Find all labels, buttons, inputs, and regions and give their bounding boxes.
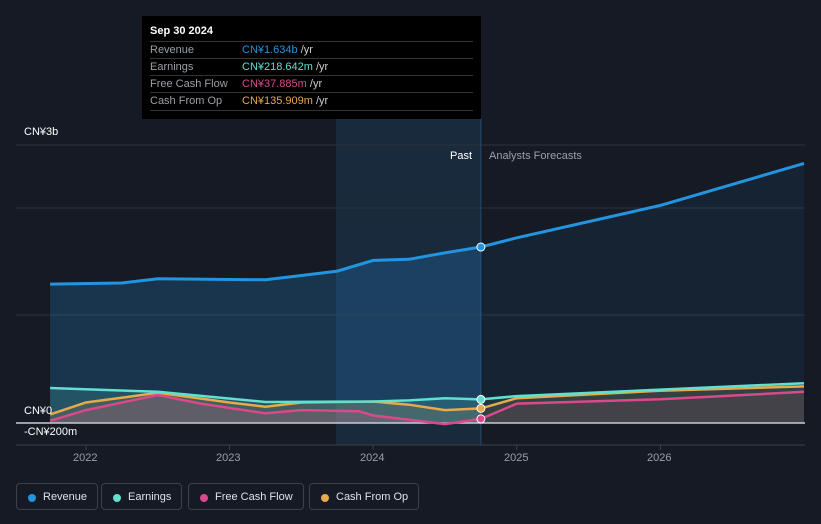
tooltip-row-revenue: Revenue CN¥1.634b /yr [150, 41, 473, 59]
tooltip-unit: /yr [316, 61, 329, 73]
y-tick-0: CN¥0 [24, 405, 53, 417]
x-tick-2026: 2026 [647, 452, 672, 464]
line-earnings [50, 381, 805, 404]
legend-label: Earnings [128, 491, 172, 503]
tooltip-label: Free Cash Flow [150, 78, 228, 90]
tooltip: Sep 30 2024 Revenue CN¥1.634b /yr Earning… [142, 16, 481, 119]
tooltip-unit: /yr [309, 78, 323, 90]
tooltip-value-earnings: CN¥218.642m [242, 61, 313, 73]
x-tick-2022: 2022 [73, 452, 98, 464]
legend-dot-icon [200, 494, 208, 502]
forecast-label: Analysts Forecasts [489, 150, 582, 162]
marker-cash-from-op [476, 403, 486, 413]
tooltip-value: CN¥1.634b /yr [242, 42, 313, 59]
tooltip-row-cfo: Cash From Op CN¥135.909m /yr [150, 92, 473, 111]
tooltip-unit: /yr [316, 95, 329, 107]
y-tick-neg200m: -CN¥200m [24, 426, 78, 438]
line-free-cash-flow [49, 390, 805, 426]
tooltip-date: Sep 30 2024 [150, 25, 213, 37]
marker-revenue [476, 242, 486, 252]
legend-earnings[interactable]: Earnings [101, 483, 183, 510]
tooltip-value-cfo: CN¥135.909m [242, 95, 313, 107]
y-tick-3b: CN¥3b [24, 126, 59, 138]
tooltip-unit: /yr [300, 44, 313, 56]
tooltip-label: Revenue [150, 44, 195, 56]
tooltip-value: CN¥135.909m /yr [242, 93, 328, 110]
tooltip-row-fcf: Free Cash Flow CN¥37.885m /yr [150, 75, 473, 93]
line-revenue [50, 161, 805, 286]
marker-free-cash-flow [476, 414, 486, 424]
x-tick-2023: 2023 [216, 452, 241, 464]
legend-dot-icon [113, 494, 121, 502]
forecast-area [480, 163, 804, 423]
tooltip-row-earnings: Earnings CN¥218.642m /yr [150, 58, 473, 76]
past-highlight [336, 118, 481, 445]
tooltip-label: Cash From Op [150, 95, 223, 107]
tooltip-value-fcf: CN¥37.885m [242, 78, 307, 90]
legend-label: Cash From Op [336, 491, 409, 503]
legend-revenue[interactable]: Revenue [16, 483, 99, 510]
legend-free-cash-flow[interactable]: Free Cash Flow [188, 483, 304, 510]
legend-label: Free Cash Flow [215, 491, 293, 503]
tooltip-value: CN¥37.885m /yr [242, 76, 322, 93]
legend-dot-icon [321, 494, 329, 502]
area-revenue [50, 247, 481, 423]
area-free-cash-flow [50, 395, 481, 425]
forecast-area [480, 383, 804, 423]
tooltip-label: Earnings [150, 61, 194, 73]
marker-earnings [476, 394, 486, 404]
x-tick-2024: 2024 [360, 452, 385, 464]
past-label: Past [450, 150, 473, 162]
legend-label: Revenue [43, 491, 88, 503]
tooltip-value-revenue: CN¥1.634b [242, 44, 298, 56]
legend-cash-from-op[interactable]: Cash From Op [309, 483, 420, 510]
legend-dot-icon [28, 494, 36, 502]
forecast-area [480, 391, 804, 423]
tooltip-value: CN¥218.642m /yr [242, 59, 328, 76]
x-tick-2025: 2025 [504, 452, 529, 464]
